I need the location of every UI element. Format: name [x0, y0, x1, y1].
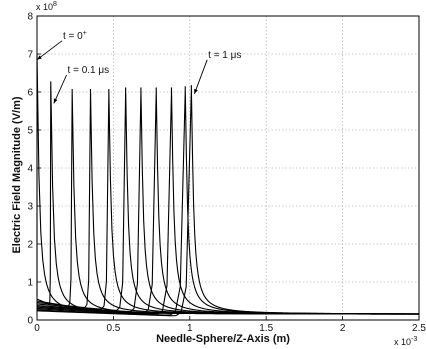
x-tick-label: 0.5 — [106, 323, 120, 334]
annotation-label: t = 0.1 μs — [68, 65, 110, 76]
y-tick-label: 7 — [27, 50, 33, 61]
y-tick-label: 5 — [27, 126, 33, 137]
x-scale-exponent: -3 — [411, 336, 417, 343]
y-tick-label: 3 — [27, 202, 33, 213]
x-tick-label: 1.5 — [259, 323, 273, 334]
annotation-layer: t = 0+ t = 0.1 μs t = 1 μs — [36, 30, 241, 104]
annotation-arrow-head — [53, 98, 58, 104]
annotation-arrow-head — [37, 55, 42, 60]
y-tick-label: 0 — [27, 316, 33, 327]
annotation-arrow-head — [194, 88, 198, 94]
y-tick-label: 2 — [27, 240, 33, 251]
x-tick-label: 2 — [340, 323, 346, 334]
y-scale-exponent: 8 — [53, 1, 57, 8]
y-tick-label: 6 — [27, 88, 33, 99]
annotation-arrow-line — [36, 40, 63, 61]
x-tick-label: 2.5 — [412, 323, 426, 334]
y-axis-label: Electric Field Magnitude (V/m) — [11, 96, 23, 253]
field-profile-line — [36, 85, 419, 317]
y-tick-label: 1 — [27, 278, 33, 289]
annotation-arrow-line — [193, 59, 208, 95]
x-tick-label: 0 — [34, 323, 40, 334]
tick-layer: 0 0.5 1 1.5 2 2.5 0 1 2 3 4 5 6 7 8 — [27, 12, 426, 335]
y-tick-label: 8 — [27, 12, 33, 23]
y-scale-note: x 108 — [36, 1, 57, 12]
x-tick-label: 1 — [187, 323, 193, 334]
x-axis-label: Needle-Sphere/Z-Axis (m) — [156, 333, 290, 345]
annotation-label: t = 0+ — [63, 30, 87, 42]
annotation-arrow-line — [53, 74, 67, 104]
y-tick-label: 4 — [27, 164, 33, 175]
x-scale-note: x 10-3 — [394, 336, 417, 347]
series-layer — [36, 53, 420, 317]
annotation-label: t = 1 μs — [208, 50, 241, 61]
